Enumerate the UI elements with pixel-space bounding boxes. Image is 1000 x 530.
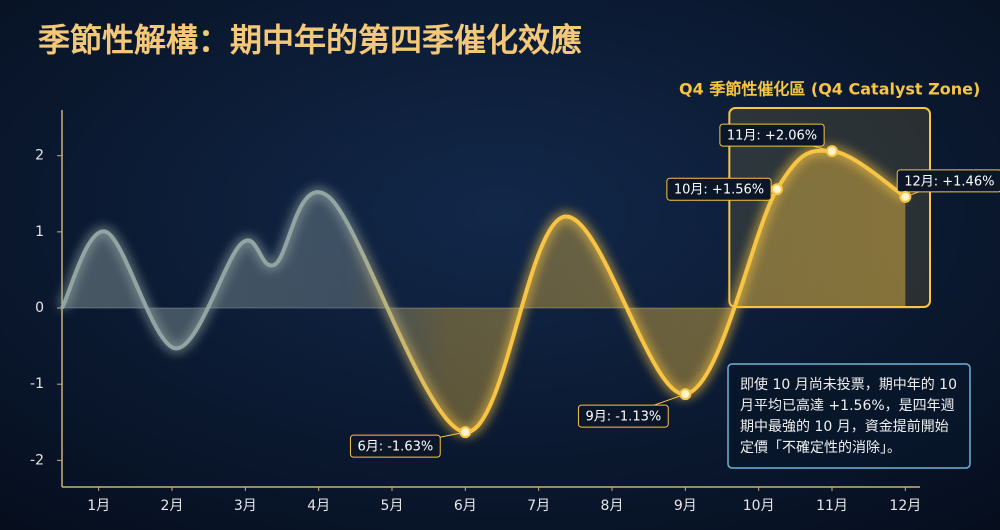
point (771, 183, 783, 196)
x-tick-label: 8月 (601, 498, 624, 514)
data-label: 12月: +1.46% (904, 174, 994, 189)
x-tick-label: 7月 (527, 498, 550, 514)
point (899, 190, 912, 203)
y-tick-label: 0 (35, 300, 44, 316)
data-label: 9月: -1.13% (585, 410, 661, 425)
x-tick-label: 12月 (889, 498, 921, 514)
point (826, 145, 838, 158)
x-tick-label: 11月 (816, 498, 848, 514)
y-tick-label: 1 (35, 224, 44, 240)
label-box (349, 434, 441, 458)
label-box (719, 123, 825, 147)
chart-title: 季節性解構：期中年的第四季催化效應 (38, 21, 582, 59)
annotation-text: 期中最強的 10 月，資金提前開始 (740, 418, 949, 435)
x-tick-label: 6月 (454, 498, 477, 514)
x-tick-label: 1月 (87, 498, 110, 514)
data-label: 10月: +1.56% (674, 183, 764, 198)
y-tick-label: -2 (30, 452, 44, 468)
data-label: 11月: +2.06% (727, 129, 817, 144)
label-box (577, 404, 669, 428)
annotation-text: 定價「不確定性的消除」。 (740, 439, 901, 456)
x-tick-label: 4月 (307, 498, 330, 514)
x-tick-label: 3月 (234, 498, 257, 514)
area (62, 150, 906, 433)
point (459, 426, 472, 439)
x-tick-label: 9月 (674, 498, 697, 514)
line (60, 148, 907, 435)
annotation-text: 月平均已高達 +1.56%，是四年週 (740, 397, 955, 414)
x-tick-label: 2月 (161, 498, 184, 514)
y-tick-label: 2 (35, 148, 44, 164)
label-box (896, 169, 1000, 193)
annotation-text: 即使 10 月尚未投票，期中年的 10 (740, 376, 957, 393)
zone-title: Q4 季節性催化區 (Q4 Catalyst Zone) (679, 80, 980, 99)
y-tick-label: -1 (30, 376, 44, 392)
x-tick-label: 5月 (381, 498, 404, 514)
x-tick-label: 10月 (743, 498, 775, 514)
annotation-box (727, 363, 971, 469)
point (679, 388, 692, 401)
data-label: 6月: -1.63% (357, 440, 433, 455)
